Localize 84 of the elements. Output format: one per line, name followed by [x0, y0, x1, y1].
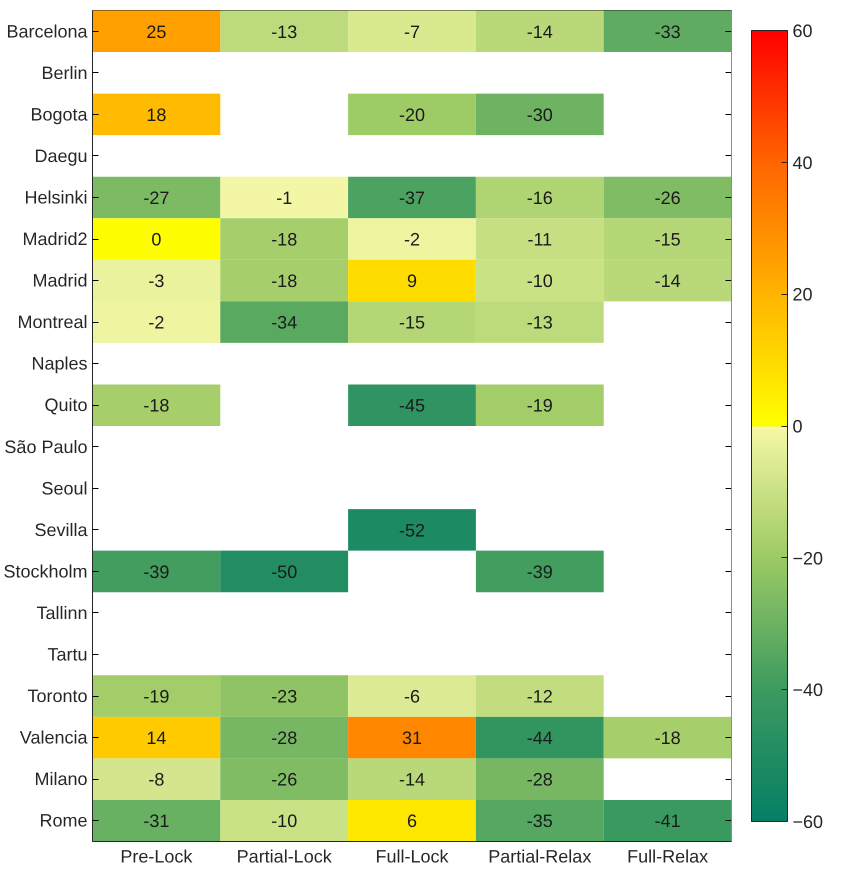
data-label: -35 [526, 811, 553, 832]
y-tick-label: Tallinn [36, 602, 88, 623]
y-tick-label: Madrid [32, 270, 88, 291]
data-label: -1 [276, 188, 292, 208]
data-label: -28 [271, 728, 298, 748]
data-label: -18 [654, 728, 681, 748]
data-label: -44 [526, 728, 553, 748]
data-label: -18 [271, 271, 298, 292]
data-label: -11 [527, 230, 552, 250]
data-label: -37 [398, 188, 426, 208]
color-bar-label: 60 [792, 21, 813, 41]
color-bar-label: 0 [792, 416, 803, 436]
x-tick-label: Partial-Relax [488, 846, 592, 866]
data-label: -12 [526, 686, 553, 707]
data-label: -26 [271, 770, 298, 790]
y-tick-label: Naples [31, 354, 88, 374]
data-label: -2 [148, 312, 164, 333]
y-tick-label: Stockholm [3, 561, 88, 582]
data-label: -52 [398, 520, 426, 540]
y-tick-label: Rome [39, 810, 88, 831]
data-label: -39 [143, 562, 170, 582]
data-label: -19 [526, 396, 553, 416]
data-label: -8 [148, 770, 164, 790]
data-label: -15 [398, 312, 426, 333]
data-label: -45 [398, 396, 426, 416]
data-label: 18 [146, 104, 166, 125]
data-label: -6 [404, 686, 420, 707]
data-label: -2 [404, 230, 420, 250]
data-label: -14 [398, 770, 426, 790]
data-label: 25 [146, 22, 166, 42]
data-label: -15 [654, 230, 681, 250]
data-label: -16 [526, 188, 553, 208]
data-label: -19 [143, 686, 170, 707]
data-label: -18 [271, 230, 298, 250]
x-tick-label: Full-Lock [375, 846, 450, 866]
data-label: -30 [526, 104, 553, 125]
y-tick-label: Madrid2 [22, 229, 88, 250]
x-tick-label: Full-Relax [627, 846, 708, 866]
data-label: -33 [654, 22, 681, 42]
data-label: -13 [526, 312, 553, 333]
x-tick-label: Pre-Lock [120, 846, 194, 866]
y-tick-label: Seoul [41, 478, 88, 498]
color-bar-label: −60 [792, 812, 824, 832]
y-tick-label: Berlin [41, 62, 88, 83]
color-bar-label: 20 [792, 284, 813, 305]
data-label: -23 [271, 686, 298, 707]
data-label: -7 [404, 22, 420, 42]
data-label: -10 [271, 811, 298, 832]
y-tick-label: Toronto [27, 686, 88, 706]
data-label: -41 [654, 811, 681, 832]
data-label: -26 [654, 188, 681, 208]
y-tick-label: Quito [44, 395, 88, 416]
data-label: 9 [406, 271, 418, 292]
data-label: 31 [402, 728, 422, 748]
y-tick-label: Montreal [17, 312, 88, 332]
data-label: 0 [151, 230, 162, 250]
data-label: -28 [526, 770, 553, 790]
data-label: 6 [406, 811, 418, 832]
data-label: -39 [526, 562, 553, 582]
y-tick-label: Milano [34, 769, 88, 790]
data-label: -31 [143, 811, 170, 832]
y-tick-label: Bogota [30, 104, 88, 124]
y-tick-label: Valencia [20, 728, 88, 748]
data-label: -14 [654, 271, 681, 292]
y-tick-label: Helsinki [24, 187, 88, 208]
data-label: -14 [526, 22, 553, 42]
color-bar-label: −20 [792, 548, 824, 568]
data-label: -13 [271, 22, 298, 42]
y-tick-label: Tartu [47, 644, 88, 665]
color-bar-label: 40 [792, 152, 813, 173]
y-tick-label: Daegu [34, 146, 88, 166]
data-label: -50 [271, 562, 298, 582]
color-bar-label: −40 [792, 680, 824, 700]
y-tick-label: Barcelona [6, 21, 88, 42]
data-label: -20 [398, 104, 426, 125]
data-label: 14 [146, 728, 166, 748]
x-tick-label: Partial-Lock [236, 846, 333, 866]
data-label: -18 [143, 396, 170, 416]
data-label: -10 [526, 271, 553, 292]
y-tick-label: São Paulo [4, 436, 88, 457]
data-label: -34 [271, 312, 298, 333]
data-label: -3 [148, 271, 164, 292]
y-tick-label: Sevilla [34, 520, 88, 540]
data-label: -27 [143, 188, 170, 208]
